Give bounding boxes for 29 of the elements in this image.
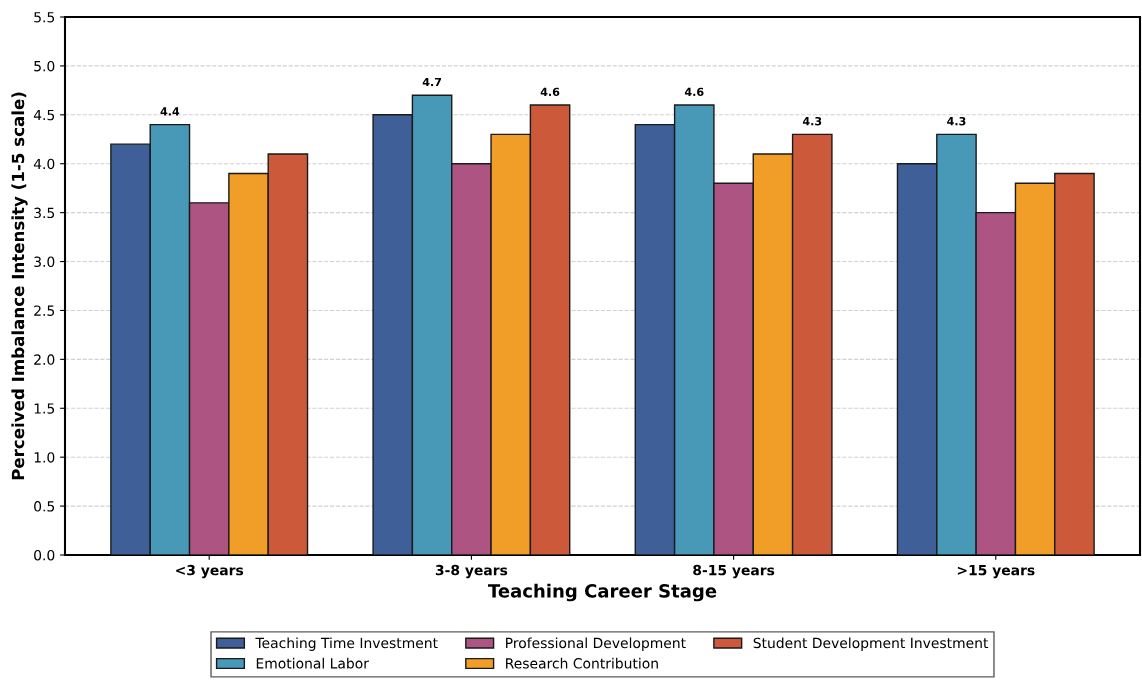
data-label: 4.3: [947, 116, 966, 126]
text: 5.5: [34, 12, 55, 23]
legend-label: Emotional Labor: [256, 657, 369, 669]
text: 2.5: [34, 305, 55, 316]
y-axis-title: Perceived Imbalance Intensity (1-5 scale): [11, 92, 28, 480]
text: 0.5: [34, 501, 55, 512]
text: 0.0: [34, 549, 55, 561]
legend-label: Student Development Investment: [753, 637, 989, 651]
text: 1.0: [34, 452, 55, 463]
data-label: 4.6: [540, 87, 560, 97]
text: 4.0: [33, 158, 55, 170]
x-axis-title: Teaching Career Stage: [488, 583, 717, 602]
data-label: 4.6: [684, 87, 704, 97]
text: 3.0: [34, 256, 55, 268]
legend-label: Teaching Time Investment: [255, 637, 438, 651]
text: 3.5: [34, 207, 55, 219]
data-label: 4.4: [160, 107, 180, 116]
legend-label: Professional Development: [506, 637, 686, 651]
x-tick-label: >15 years: [957, 565, 1035, 579]
data-label: 4.7: [422, 78, 442, 87]
x-tick-label: 3-8 years: [435, 564, 508, 579]
data-label: 4.3: [802, 116, 822, 126]
x-tick-label: <3 years: [176, 564, 244, 579]
text: 1.5: [34, 403, 55, 414]
text: 2.0: [34, 354, 55, 365]
text: 5.0: [34, 60, 55, 72]
legend-label: Research Contribution: [506, 657, 658, 669]
x-tick-label: 8-15 years: [693, 564, 775, 579]
text: 4.5: [33, 109, 55, 121]
